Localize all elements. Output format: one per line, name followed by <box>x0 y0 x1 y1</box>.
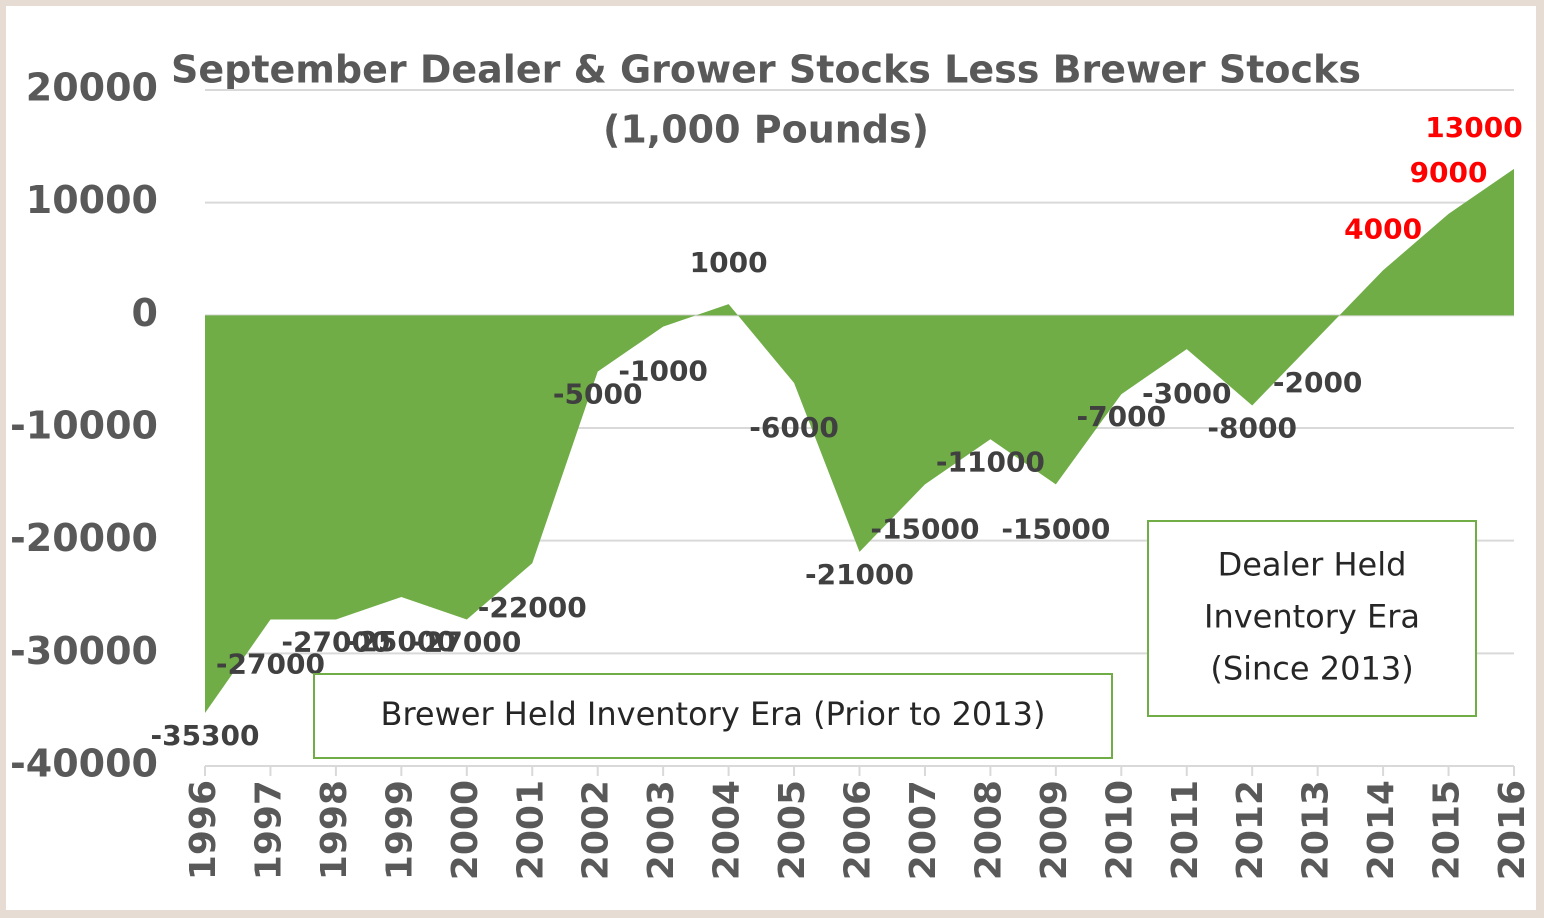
data-label: -25000 <box>347 625 456 658</box>
data-label: -7000 <box>1077 400 1167 433</box>
data-label: -6000 <box>749 411 839 444</box>
data-label: -1000 <box>618 355 708 388</box>
frame: September Dealer & Grower Stocks Less Br… <box>6 6 1536 910</box>
data-label: -27000 <box>412 626 521 659</box>
x-tick-label: 2001 <box>510 780 551 880</box>
x-tick-label: 2007 <box>903 780 944 880</box>
area <box>205 168 1514 714</box>
x-tick-label: 2004 <box>707 780 748 880</box>
y-tick-label: -40000 <box>10 742 158 786</box>
x-tick-label: 1998 <box>314 780 355 880</box>
y-tick-label: 10000 <box>26 178 158 222</box>
x-tick-label: 2002 <box>576 780 617 880</box>
x-tick-label: 2003 <box>641 780 682 880</box>
x-tick-label: 2005 <box>772 780 813 880</box>
x-tick-label: 2012 <box>1230 780 1271 880</box>
x-tick-label: 2006 <box>838 780 879 880</box>
data-label: -27000 <box>216 648 325 681</box>
x-tick-label: 1997 <box>248 780 289 880</box>
data-label: 13000 <box>1425 111 1522 144</box>
annotation-box <box>1147 520 1477 717</box>
chart-title: September Dealer & Grower Stocks Less Br… <box>171 48 1361 92</box>
data-label: -15000 <box>870 512 979 545</box>
y-tick-label: -30000 <box>10 629 158 673</box>
data-label: -35300 <box>150 719 259 752</box>
x-tick-label: 2009 <box>1034 780 1075 880</box>
y-tick-label: 20000 <box>26 66 158 110</box>
x-tick-label: 1999 <box>379 780 420 880</box>
x-tick-label: 1996 <box>183 780 224 880</box>
x-tick-label: 2011 <box>1165 780 1206 880</box>
y-tick-label: -10000 <box>10 404 158 448</box>
data-label: -2000 <box>1273 366 1363 399</box>
annotation-text: Dealer Held <box>1218 546 1407 584</box>
annotation-text: Inventory Era <box>1204 598 1420 636</box>
x-tick-label: 2010 <box>1099 780 1140 880</box>
data-label: -27000 <box>281 626 390 659</box>
chart: September Dealer & Grower Stocks Less Br… <box>10 48 1533 881</box>
x-tick-label: 2014 <box>1361 780 1402 880</box>
y-tick-label: 0 <box>132 291 158 335</box>
x-tick-label: 2015 <box>1427 780 1468 880</box>
data-label: -5000 <box>553 378 643 411</box>
data-label: -22000 <box>478 591 587 624</box>
annotation-text: (Since 2013) <box>1210 650 1413 688</box>
data-label: -3000 <box>1142 377 1232 410</box>
x-tick-label: 2013 <box>1296 780 1337 880</box>
x-tick-label: 2016 <box>1492 780 1533 880</box>
data-label: 4000 <box>1344 212 1422 245</box>
data-label: -8000 <box>1207 411 1297 444</box>
data-label: 9000 <box>1410 156 1488 189</box>
data-label: 1000 <box>690 246 768 279</box>
y-tick-label: -20000 <box>10 516 158 560</box>
data-label: -15000 <box>1001 512 1110 545</box>
chart-subtitle: (1,000 Pounds) <box>603 108 929 152</box>
data-label: -21000 <box>805 558 914 591</box>
annotation-text: Brewer Held Inventory Era (Prior to 2013… <box>381 695 1046 733</box>
x-tick-label: 2000 <box>445 780 486 880</box>
annotation-box <box>313 673 1113 759</box>
x-tick-label: 2008 <box>968 780 1009 880</box>
data-label: -11000 <box>936 445 1045 478</box>
